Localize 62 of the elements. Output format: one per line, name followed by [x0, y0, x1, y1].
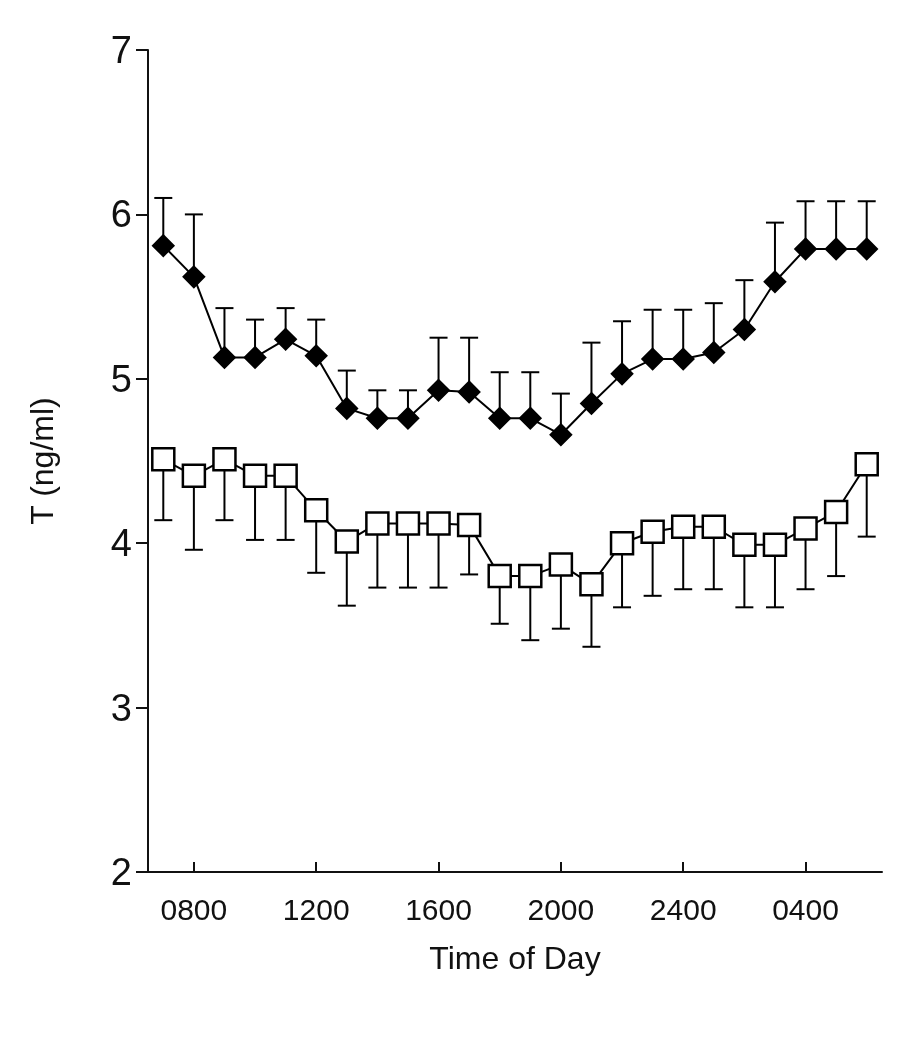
point: [640, 519, 665, 544]
point: [733, 318, 756, 341]
point: [182, 265, 206, 289]
point: [273, 463, 298, 489]
point: [641, 347, 664, 371]
point: [824, 237, 848, 261]
point: [579, 572, 604, 597]
y-tick-label: 7: [110, 29, 132, 71]
x-tick-label: 0400: [772, 892, 839, 926]
point: [855, 237, 878, 261]
point: [609, 530, 635, 556]
point: [702, 341, 726, 364]
point: [794, 237, 817, 261]
point: [151, 447, 176, 472]
point: [304, 344, 328, 368]
y-tick-label: 2: [110, 851, 132, 893]
point: [456, 512, 482, 538]
point: [152, 234, 175, 257]
x-tick-label: 1600: [405, 892, 472, 926]
point: [580, 392, 603, 415]
point: [763, 270, 787, 294]
point: [487, 563, 512, 589]
point: [212, 447, 237, 472]
y-tick-label: 5: [110, 357, 132, 400]
point: [334, 529, 360, 554]
point: [854, 452, 879, 477]
point: [243, 346, 267, 369]
point: [519, 407, 542, 430]
point: [242, 463, 268, 489]
point: [181, 463, 207, 489]
point: [793, 516, 818, 541]
point: [303, 498, 329, 523]
x-tick-label: 1200: [282, 892, 350, 926]
y-tick-label: 6: [110, 193, 132, 236]
point: [395, 511, 421, 536]
point: [396, 407, 420, 430]
x-tick-label: 2000: [527, 892, 595, 926]
point: [457, 380, 481, 404]
y-tick-label: 3: [110, 686, 132, 729]
point: [366, 407, 389, 430]
x-axis-title: Time of Day: [429, 940, 601, 976]
point: [762, 532, 788, 558]
point: [365, 511, 390, 536]
y-tick-label: 4: [110, 522, 132, 565]
point: [274, 328, 297, 351]
point: [549, 423, 573, 446]
point: [670, 514, 696, 540]
point: [610, 362, 634, 386]
point: [427, 379, 450, 402]
point: [548, 552, 574, 577]
point: [518, 563, 543, 589]
point: [213, 346, 236, 369]
y-axis-title: T (ng/ml): [24, 397, 60, 525]
x-tick-label: 0800: [160, 892, 228, 926]
point: [701, 514, 727, 540]
point: [732, 532, 757, 558]
point: [426, 511, 451, 536]
point: [823, 499, 849, 525]
x-tick-label: 2400: [649, 892, 717, 926]
point: [488, 407, 511, 430]
point: [671, 347, 695, 371]
point: [335, 397, 359, 420]
